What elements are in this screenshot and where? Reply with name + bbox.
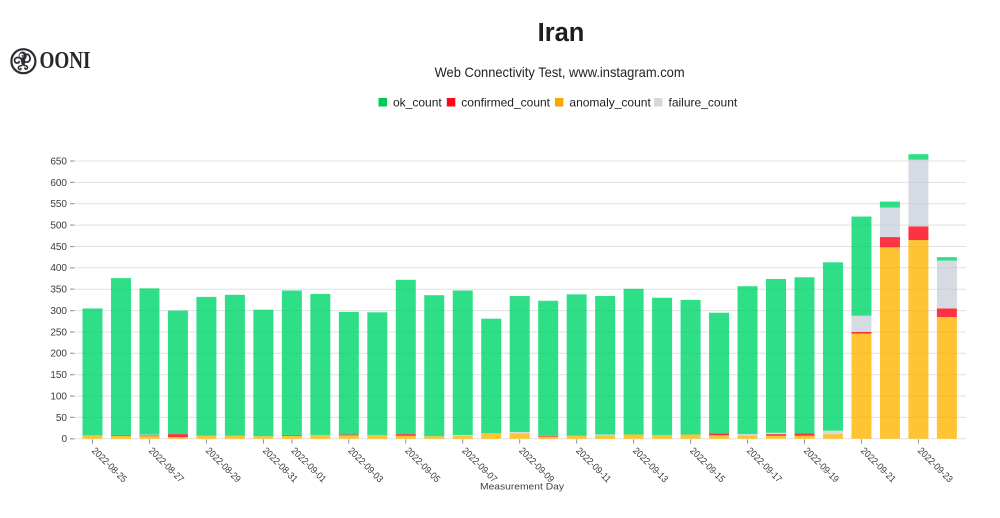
svg-text:500: 500: [50, 221, 67, 232]
svg-text:confirmed_count: confirmed_count: [461, 95, 550, 109]
svg-text:350: 350: [50, 285, 67, 296]
svg-text:150: 150: [50, 370, 67, 381]
svg-text:400: 400: [50, 263, 67, 274]
svg-text:OONI: OONI: [40, 48, 91, 74]
svg-text:600: 600: [50, 178, 67, 189]
svg-text:300: 300: [50, 306, 67, 317]
svg-text:anomaly_count: anomaly_count: [569, 95, 651, 109]
svg-text:450: 450: [50, 242, 67, 253]
svg-text:0: 0: [61, 434, 67, 445]
svg-text:250: 250: [50, 327, 67, 338]
svg-text:200: 200: [50, 349, 67, 360]
svg-text:ok_count: ok_count: [393, 95, 442, 109]
svg-text:Measurement Day: Measurement Day: [480, 482, 564, 492]
svg-text:Web Connectivity Test, www.ins: Web Connectivity Test, www.instagram.com: [435, 65, 685, 80]
svg-text:failure_count: failure_count: [669, 95, 738, 109]
svg-text:100: 100: [50, 392, 67, 403]
svg-text:650: 650: [50, 156, 67, 167]
svg-text:550: 550: [50, 199, 67, 210]
svg-text:Iran: Iran: [538, 19, 585, 47]
svg-text:50: 50: [56, 413, 68, 424]
